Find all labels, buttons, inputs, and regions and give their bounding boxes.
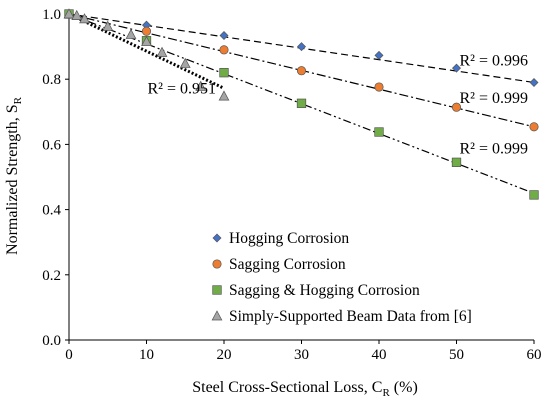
y-tick-label: 0.6 — [42, 137, 61, 153]
data-point-triangle — [102, 20, 114, 31]
legend-marker-square — [212, 285, 222, 295]
r-squared-label: R² = 0.999 — [460, 140, 529, 157]
y-tick-label: 1.0 — [42, 7, 61, 23]
legend-item: Sagging & Hogging Corrosion — [212, 282, 420, 299]
x-tick-label: 20 — [217, 347, 232, 363]
data-point-circle — [219, 45, 229, 55]
y-axis-title: Normalized Strength, SR — [4, 96, 24, 255]
x-tick-label: 10 — [139, 347, 154, 363]
data-point-triangle — [156, 46, 168, 57]
data-point-diamond — [529, 77, 539, 87]
y-tick-label: 0.4 — [42, 203, 61, 219]
x-tick-label: 50 — [449, 347, 464, 363]
r-squared-labels: R² = 0.996 R² = 0.999 R² = 0.999 R² = 0.951 — [148, 52, 529, 157]
legend: Hogging Corrosion Sagging Corrosion Saggin… — [211, 230, 472, 325]
x-tick-label: 30 — [294, 347, 309, 363]
y-axis-ticks: 0.0 0.2 0.4 0.6 0.8 1.0 — [42, 7, 69, 349]
data-point-square — [219, 68, 229, 78]
plot-area: 0 10 20 30 40 50 60 0.0 0.2 0.4 0.6 0.8 1.0 R² = 0.… — [42, 7, 541, 363]
legend-item: Sagging Corrosion — [212, 256, 346, 273]
legend-item: Hogging Corrosion — [212, 230, 349, 247]
data-point-diamond — [374, 50, 384, 60]
trendline — [68, 12, 225, 90]
data-point-triangle — [195, 80, 207, 91]
data-point-circle — [529, 122, 539, 132]
data-point-circle — [141, 26, 152, 36]
data-markers — [63, 8, 539, 200]
y-tick-label: 0.0 — [42, 333, 61, 349]
y-tick-label: 0.8 — [42, 72, 61, 88]
legend-marker-circle — [212, 259, 222, 269]
data-point-triangle — [79, 13, 90, 24]
data-point-square — [296, 98, 307, 108]
x-tick-label: 40 — [372, 347, 387, 363]
legend-label: Simply-Supported Beam Data from [6] — [229, 308, 472, 325]
data-point-diamond — [297, 42, 306, 52]
legend-marker-triangle — [211, 310, 223, 321]
data-point-triangle — [125, 28, 137, 39]
y-tick-label: 0.2 — [42, 268, 61, 284]
r-squared-label: R² = 0.999 — [460, 90, 529, 107]
data-point-circle — [451, 102, 462, 112]
legend-label: Sagging Corrosion — [229, 256, 346, 273]
data-point-triangle — [218, 90, 230, 101]
data-point-diamond — [219, 31, 229, 41]
data-point-square — [374, 127, 384, 137]
x-tick-label: 0 — [65, 347, 73, 363]
data-point-square — [529, 190, 539, 200]
x-axis-ticks: 0 10 20 30 40 50 60 — [65, 340, 542, 363]
data-point-circle — [296, 66, 307, 76]
x-axis-title: Steel Cross-Sectional Loss, CR (%) — [192, 379, 418, 399]
data-point-triangle — [141, 35, 152, 47]
data-point-triangle — [63, 8, 75, 19]
r-squared-label: R² = 0.996 — [460, 52, 529, 69]
data-point-square — [451, 157, 462, 167]
r-squared-label: R² = 0.951 — [148, 80, 217, 97]
legend-label: Hogging Corrosion — [229, 230, 349, 247]
legend-marker-diamond — [212, 233, 222, 243]
data-point-circle — [374, 82, 384, 92]
data-point-diamond — [452, 63, 461, 73]
data-point-triangle — [71, 9, 83, 20]
legend-label: Sagging & Hogging Corrosion — [229, 282, 420, 299]
legend-item: Simply-Supported Beam Data from [6] — [211, 308, 472, 325]
x-tick-label: 60 — [527, 347, 542, 363]
data-point-triangle — [179, 57, 191, 68]
